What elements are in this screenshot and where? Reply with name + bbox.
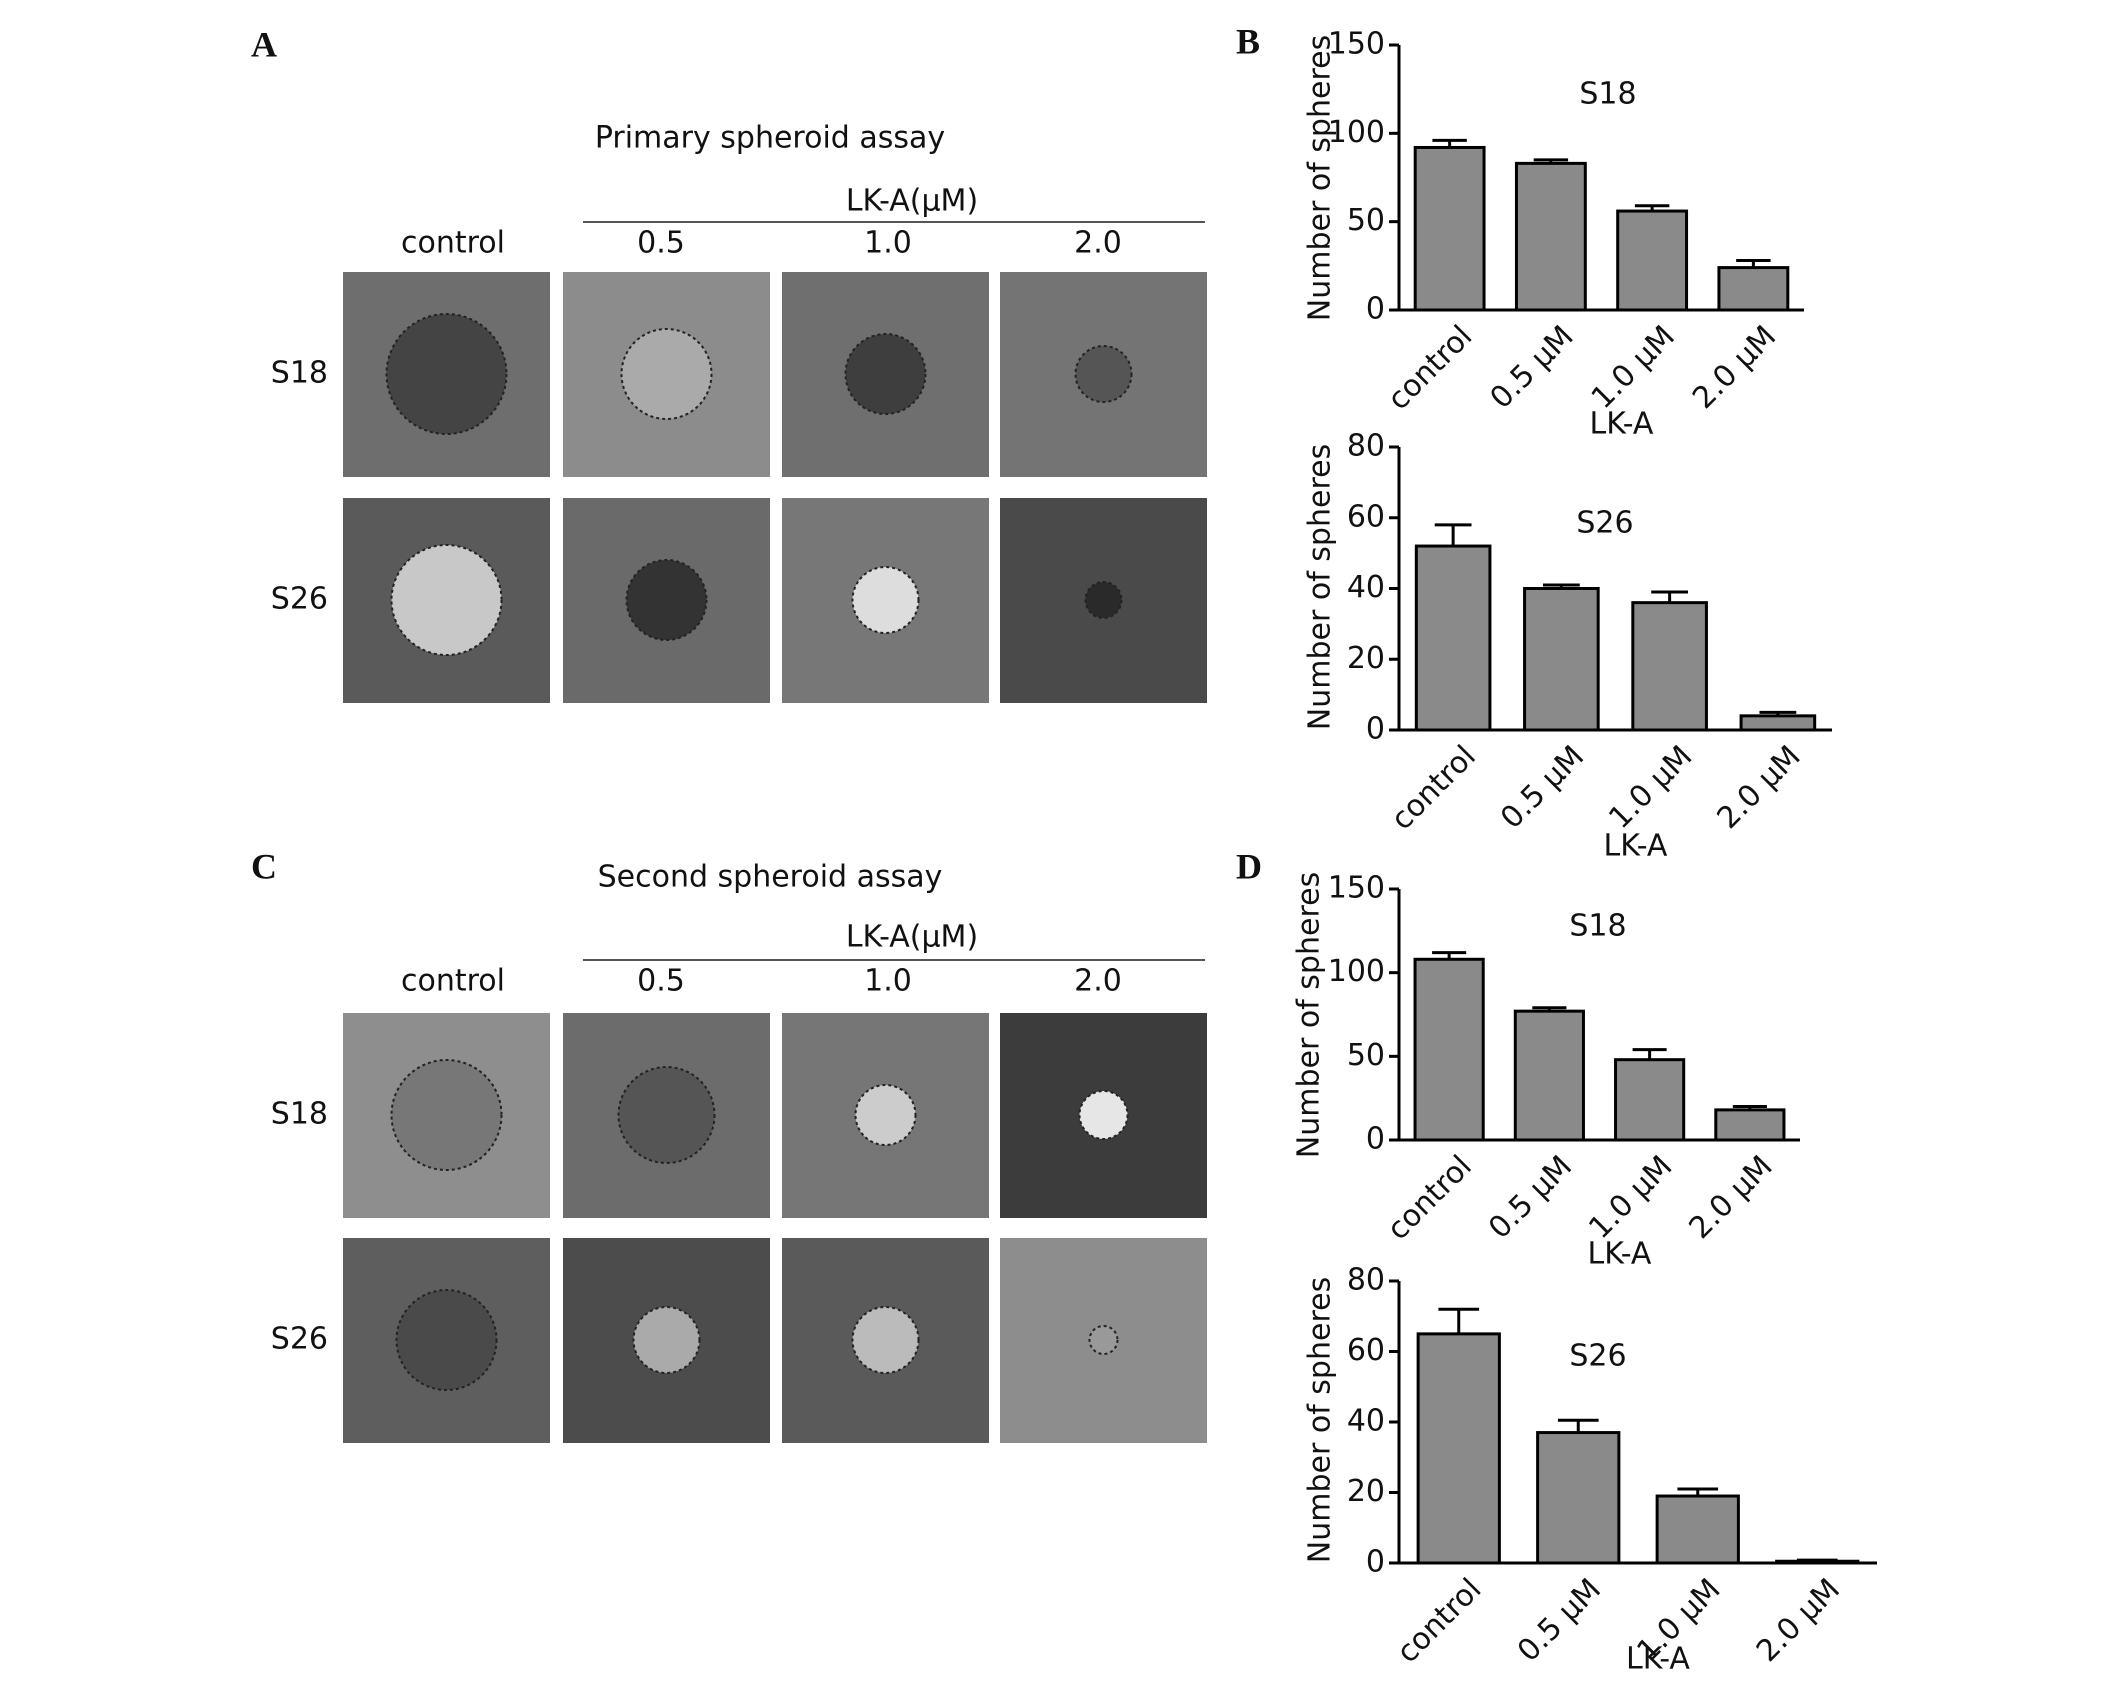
bar [1413,957,1485,1142]
bar [1514,161,1587,312]
x-tick-label: 0.5 μM [1482,1149,1579,1246]
x-axis-label: LK-A [1626,1642,1690,1677]
y-tick-label: 0 [1366,292,1385,327]
bar [1413,145,1486,312]
row-label: S18 [271,1097,328,1132]
column-label: control [401,964,505,999]
spheroid [617,1066,716,1164]
spheroid [851,1306,920,1374]
y-tick-label: 80 [1347,429,1385,464]
y-tick-label: 40 [1347,1404,1385,1439]
x-tick-label: 0.5 μM [1511,1572,1608,1669]
group-label: LK-A(μM) [846,920,978,955]
bar [1655,1494,1740,1565]
y-tick-label: 20 [1347,641,1385,676]
x-tick-label: 2.0 μM [1711,739,1808,836]
x-tick-label: 2.0 μM [1686,319,1783,416]
y-tick-label: 0 [1366,712,1385,747]
spheroid [390,544,503,656]
x-tick-label: 2.0 μM [1750,1572,1847,1669]
bar [1523,587,1600,732]
y-tick-label: 50 [1347,1038,1385,1073]
column-label: control [401,226,505,261]
column-label: 2.0 [1074,964,1122,999]
y-axis-label: Number of spheres [1292,872,1327,1158]
column-label: 0.5 [637,964,685,999]
column-label: 1.0 [864,226,912,261]
bar [1614,1058,1686,1142]
spheroid [1088,1325,1119,1355]
y-tick-label: 100 [1328,115,1385,150]
x-tick-label: 2.0 μM [1683,1149,1780,1246]
chart-title: S26 [1576,506,1633,541]
column-label: 1.0 [864,964,912,999]
row-label: S26 [271,1322,328,1357]
bar [1775,1559,1860,1565]
y-tick-label: 100 [1328,954,1385,989]
y-tick-label: 50 [1347,203,1385,238]
x-tick-label: 0.5 μM [1494,739,1591,836]
y-tick-label: 60 [1347,499,1385,534]
chart-title: S26 [1569,1339,1626,1374]
x-axis-label: LK-A [1588,1237,1652,1272]
chart-title: S18 [1579,77,1636,112]
panel-letter: B [1236,21,1260,61]
bar [1513,1009,1585,1142]
y-tick-label: 0 [1366,1122,1385,1157]
panel-letter: A [251,24,277,64]
x-tick-label: 0.5 μM [1484,319,1581,416]
spheroid [851,566,920,634]
y-axis-label: Number of spheres [1303,35,1338,321]
spheroid [1078,1090,1129,1140]
x-tick-label: 1.0 μM [1602,739,1699,836]
spheroid [390,1059,503,1171]
x-axis-label: LK-A [1604,829,1668,864]
spheroid [1084,581,1123,619]
y-axis-label: Number of spheres [1303,1277,1338,1563]
panel-title: Second spheroid assay [598,860,943,895]
x-tick-label: control [1385,739,1483,837]
x-axis-label: LK-A [1590,407,1654,442]
bar [1717,266,1790,312]
bar [1714,1108,1786,1142]
bar [1739,714,1817,732]
panel-letter: D [1236,846,1262,886]
row-label: S18 [271,356,328,391]
spheroid [620,328,713,420]
spheroid [625,559,708,641]
x-tick-label: 1.0 μM [1585,319,1682,416]
column-label: 0.5 [637,226,685,261]
spheroid [844,333,927,415]
y-tick-label: 80 [1347,1263,1385,1298]
bar [1414,544,1492,732]
spheroid [395,1289,498,1391]
x-tick-label: control [1381,319,1479,417]
y-tick-label: 150 [1328,871,1385,906]
y-tick-label: 40 [1347,570,1385,605]
bar [1536,1431,1621,1565]
x-tick-label: 1.0 μM [1582,1149,1679,1246]
spheroid [385,313,508,435]
y-tick-label: 0 [1366,1545,1385,1580]
x-tick-label: control [1390,1572,1488,1670]
column-label: 2.0 [1074,226,1122,261]
spheroid [632,1306,701,1374]
bar [1616,209,1689,312]
y-tick-label: 20 [1347,1474,1385,1509]
bar [1631,601,1708,732]
spheroid [854,1084,917,1146]
panel-letter: C [251,846,277,886]
row-label: S26 [271,582,328,617]
y-tick-label: 150 [1328,27,1385,62]
group-label: LK-A(μM) [846,184,978,219]
panel-title: Primary spheroid assay [595,121,945,156]
x-tick-label: control [1381,1149,1479,1247]
y-axis-label: Number of spheres [1303,444,1338,730]
spheroid [1074,345,1133,403]
y-tick-label: 60 [1347,1333,1385,1368]
bar [1416,1332,1501,1565]
chart-title: S18 [1569,909,1626,944]
